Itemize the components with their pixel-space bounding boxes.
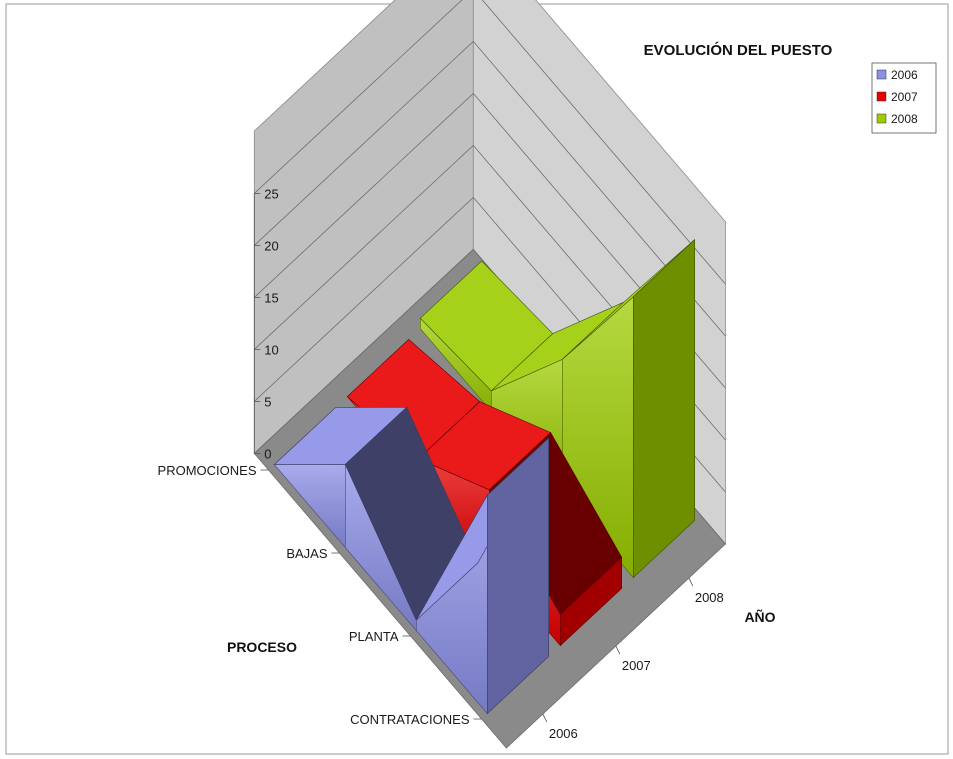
year-tick [542,713,548,723]
z-tick-label: 20 [264,238,278,253]
legend-swatch-2007 [876,91,887,102]
z-tick-label: 15 [264,290,278,305]
series-layer [273,238,696,715]
series-2006 [273,406,550,715]
year-label: 2006 [549,726,578,741]
z-tick-label: 25 [264,186,278,201]
series-2008 [419,238,696,579]
z-tick-label: 0 [264,446,271,461]
z-tick-label: 5 [264,394,271,409]
category-label: BAJAS [286,546,328,561]
category-label: CONTRATACIONES [350,712,470,727]
y-axis-title: AÑO [744,608,775,625]
x-axis-title: PROCESO [227,639,297,655]
series-2008-end-face [632,238,696,579]
year-label: 2008 [695,590,724,605]
series-2006-end-face [486,437,550,715]
gridline [254,40,726,337]
year-label: 2007 [622,658,651,673]
legend-label-2006: 2006 [891,68,918,82]
legend: 2006 2007 2008 [871,62,937,134]
category-label: PLANTA [349,629,399,644]
year-tick [615,645,621,655]
legend-label-2007: 2007 [891,90,918,104]
legend-label-2008: 2008 [891,112,918,126]
legend-swatch-2008 [876,113,887,124]
gridline [254,0,726,285]
year-tick [688,577,694,587]
series-2007-end-face [559,556,623,647]
chart-title: EVOLUCIÓN DEL PUESTO [644,41,833,59]
z-tick-label: 10 [264,342,278,357]
legend-swatch-2006 [876,69,887,80]
axes-layer: 25 20 15 10 5 0 CONTRATACIONES PLANTA BAJAS PROMO… [158,186,724,741]
category-label: PROMOCIONES [158,463,257,478]
